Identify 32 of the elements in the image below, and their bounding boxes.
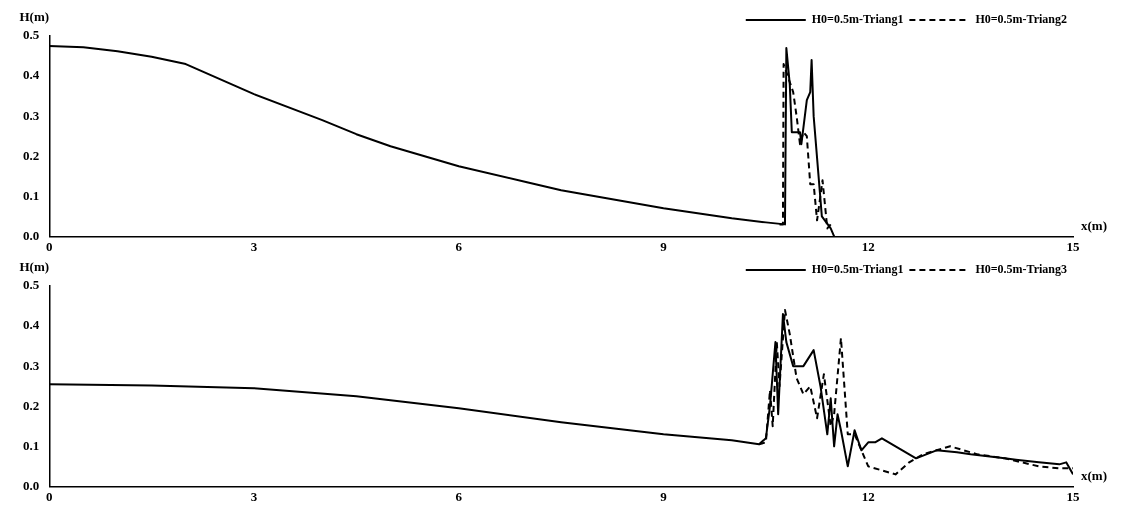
y-axis-title: H(m) — [19, 8, 50, 24]
x-axis-title: x(m) — [1081, 217, 1107, 233]
legend-label: H0=0.5m-Triang2 — [975, 12, 1068, 27]
x-tick-label: 3 — [250, 488, 258, 504]
y-tick-label: 0.0 — [23, 227, 40, 243]
legend-label: H0=0.5m-Triang1 — [811, 262, 904, 277]
x-tick-label: 9 — [660, 238, 668, 254]
y-tick-label: 0.1 — [23, 187, 40, 203]
legend-label: H0=0.5m-Triang3 — [975, 262, 1068, 277]
y-tick-label: 0.3 — [23, 357, 40, 373]
x-tick-label: 6 — [455, 488, 463, 504]
y-tick-label: 0.5 — [23, 27, 40, 43]
x-tick-label: 12 — [861, 488, 875, 504]
y-axis-title: H(m) — [19, 258, 50, 274]
x-tick-label: 9 — [660, 488, 668, 504]
y-tick-label: 0.4 — [23, 317, 40, 333]
y-tick-label: 0.2 — [23, 147, 40, 163]
x-tick-label: 0 — [46, 488, 53, 504]
x-axis-title: x(m) — [1081, 467, 1107, 483]
y-tick-label: 0.0 — [23, 477, 40, 493]
y-tick-label: 0.5 — [23, 277, 40, 293]
x-tick-label: 3 — [250, 238, 258, 254]
y-tick-label: 0.2 — [23, 397, 40, 413]
x-tick-label: 15 — [1066, 238, 1080, 254]
y-tick-label: 0.3 — [23, 107, 40, 123]
x-tick-label: 15 — [1066, 488, 1080, 504]
x-tick-label: 12 — [861, 238, 875, 254]
x-tick-label: 6 — [455, 238, 463, 254]
x-tick-label: 0 — [46, 238, 53, 254]
y-tick-label: 0.4 — [23, 67, 40, 83]
y-tick-label: 0.1 — [23, 437, 40, 453]
legend-label: H0=0.5m-Triang1 — [811, 12, 904, 27]
